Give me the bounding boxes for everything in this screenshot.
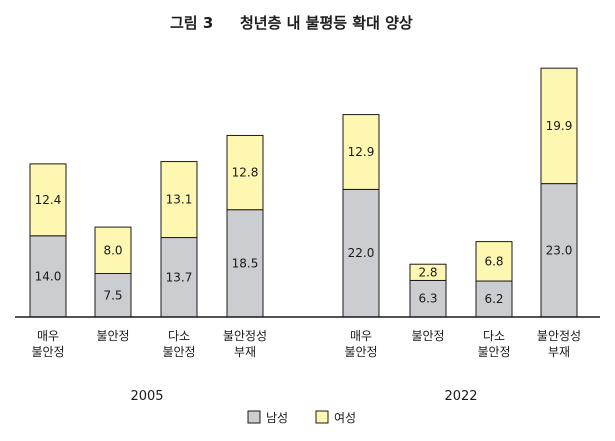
category-label-2005-1: 불안정 <box>96 329 129 343</box>
bar-male-2005-0 <box>29 235 67 318</box>
data-label-female-2005-2: 13.1 <box>166 193 193 207</box>
bar-female-2022-1 <box>409 263 447 281</box>
chart-title-text: 청년층 내 불평등 확대 양상 <box>240 14 413 32</box>
data-label-male-2005-2: 13.7 <box>166 270 193 284</box>
bar-female-2005-1 <box>94 226 132 275</box>
category-label-2022-1: 불안정 <box>411 329 444 343</box>
bar-male-2022-2 <box>475 280 513 318</box>
group-year-label-2022: 2022 <box>444 389 477 404</box>
bars-layer <box>29 67 578 318</box>
bar-female-2005-2 <box>160 161 198 239</box>
data-label-male-2022-3: 23.0 <box>546 243 573 257</box>
legend-swatch-male <box>247 410 261 424</box>
legend-label-female: 여성 <box>334 411 356 425</box>
data-label-female-2022-3: 19.9 <box>546 119 573 133</box>
bar-female-2005-0 <box>29 163 67 237</box>
bar-female-2005-3 <box>226 134 264 211</box>
category-label-2022-2-line0: 다소 <box>483 329 505 343</box>
category-label-2022-0-line1: 불안정 <box>344 345 377 359</box>
data-label-female-2022-1: 2.8 <box>418 265 437 279</box>
labels-layer: 14.012.4매우불안정7.58.0불안정13.713.1다소불안정18.51… <box>31 119 581 404</box>
group-year-label-2005: 2005 <box>130 389 163 404</box>
data-label-female-2005-3: 12.8 <box>232 166 259 180</box>
category-label-2005-3-line0: 불안정성 <box>223 329 267 343</box>
bar-male-2022-3 <box>540 183 578 318</box>
data-label-male-2022-1: 6.3 <box>418 292 437 306</box>
data-label-female-2005-0: 12.4 <box>35 193 62 207</box>
category-label-2005-0-line1: 불안정 <box>31 345 64 359</box>
data-label-male-2005-0: 14.0 <box>35 269 62 283</box>
category-label-2005-2-line1: 불안정 <box>162 345 195 359</box>
legend-label-male: 남성 <box>266 411 288 425</box>
bar-female-2022-3 <box>540 67 578 185</box>
bar-female-2022-2 <box>475 241 513 282</box>
data-label-male-2005-1: 7.5 <box>103 288 122 302</box>
bar-male-2022-1 <box>409 279 447 318</box>
data-label-male-2005-3: 18.5 <box>232 256 259 270</box>
category-label-2022-3-line0: 불안정성 <box>537 329 581 343</box>
data-label-female-2022-2: 6.8 <box>484 254 503 268</box>
category-label-2005-0-line0: 매우 <box>37 329 59 343</box>
category-label-2022-3-line1: 부재 <box>548 345 570 359</box>
chart-title-label: 그림 3 <box>170 14 213 32</box>
legend-swatch-female <box>315 410 329 424</box>
data-label-female-2022-0: 12.9 <box>348 145 375 159</box>
legend: 남성 여성 <box>247 410 356 425</box>
data-label-male-2022-0: 22.0 <box>348 246 375 260</box>
bar-female-2022-0 <box>342 114 380 190</box>
data-label-male-2022-2: 6.2 <box>484 292 503 306</box>
category-label-2022-2-line1: 불안정 <box>477 345 510 359</box>
category-label-2005-3-line1: 부재 <box>234 345 256 359</box>
category-label-2005-2-line0: 다소 <box>168 329 190 343</box>
category-label-2022-0-line0: 매우 <box>350 329 372 343</box>
chart-title: 그림 3 청년층 내 불평등 확대 양상 <box>170 14 413 32</box>
data-label-female-2005-1: 8.0 <box>103 243 122 257</box>
